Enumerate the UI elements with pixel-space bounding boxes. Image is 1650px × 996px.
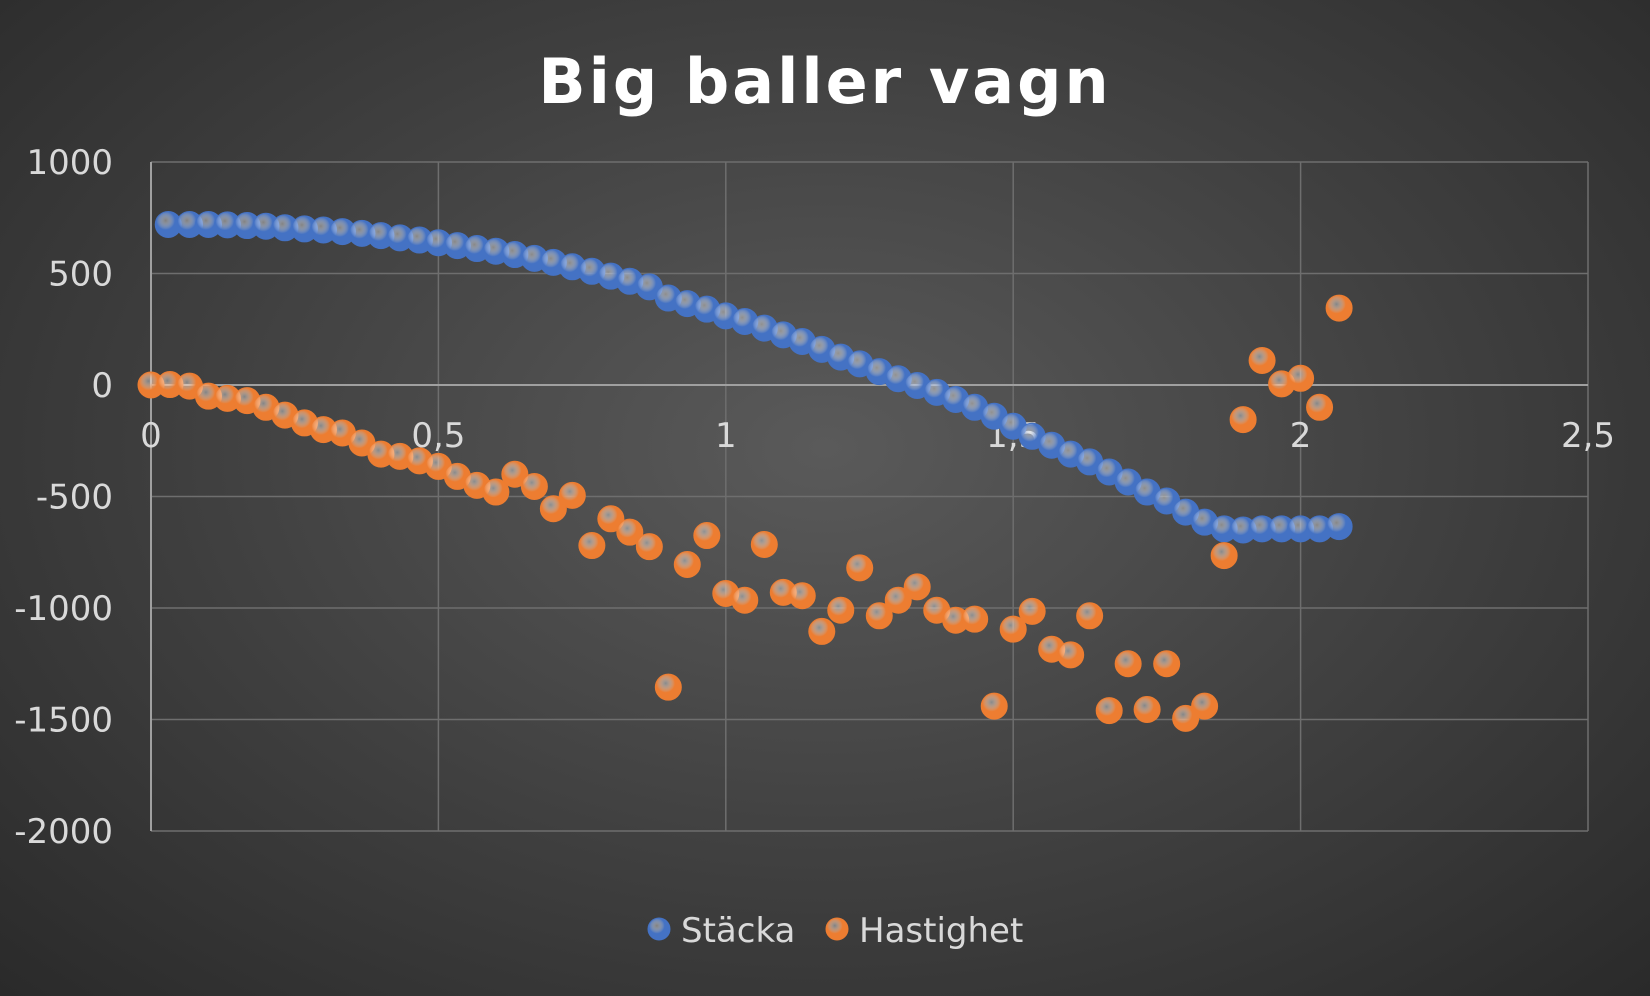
data-point [884,586,912,614]
data-point [1248,346,1276,374]
data-point [501,460,529,488]
x-tick-label: 0 [140,416,162,456]
data-point [750,530,778,558]
data-point [1114,650,1142,678]
data-point [578,532,606,560]
y-tick-label: 500 [48,255,113,295]
legend: Stäcka Hastighet [647,911,1023,951]
data-point [1306,393,1334,421]
data-point [1133,695,1161,723]
x-tick-label: 2 [1290,416,1312,456]
x-tick-label: 2,5 [1561,416,1615,456]
data-point [1153,650,1181,678]
data-point [1191,692,1219,720]
grid [151,161,1589,832]
data-point [1229,406,1257,434]
data-point [635,533,663,561]
data-point [846,554,874,582]
data-point [961,605,989,633]
data-point [693,522,721,550]
legend-label: Stäcka [681,911,795,951]
legend-label: Hastighet [859,911,1023,951]
x-tick-label: 1 [715,416,737,456]
data-point [482,478,510,506]
data-point [980,692,1008,720]
data-point [1076,602,1104,630]
data-point [654,673,682,701]
data-point [520,472,548,500]
data-point [1287,364,1315,392]
data-point [1095,697,1123,725]
data-point [1057,641,1085,669]
data-point [558,481,586,509]
data-point [1172,704,1200,732]
y-tick-label: -2000 [14,812,113,852]
data-point [1325,294,1353,322]
data-point [539,495,567,523]
data-point [1210,542,1238,570]
data-point [597,505,625,533]
data-point [865,602,893,630]
data-point [1018,597,1046,625]
chart-title: Big baller vagn [538,45,1111,118]
y-tick-label: -500 [36,478,113,518]
y-tick-label: 1000 [26,143,113,183]
axes [150,162,1588,831]
data-point [731,586,759,614]
series-2 [137,294,1353,732]
data-point [808,617,836,645]
data-point [673,551,701,579]
data-point [903,573,931,601]
y-tick-label: -1500 [14,701,113,741]
data-point [1325,513,1353,541]
legend-marker [825,917,849,941]
series-1 [154,210,1353,544]
y-tick-label: 0 [91,366,113,406]
data-point [788,582,816,610]
data-point [999,615,1027,643]
legend-marker [647,917,671,941]
y-tick-label: -1000 [14,589,113,629]
data-point [616,518,644,546]
data-point [827,596,855,624]
data-points [137,210,1353,732]
